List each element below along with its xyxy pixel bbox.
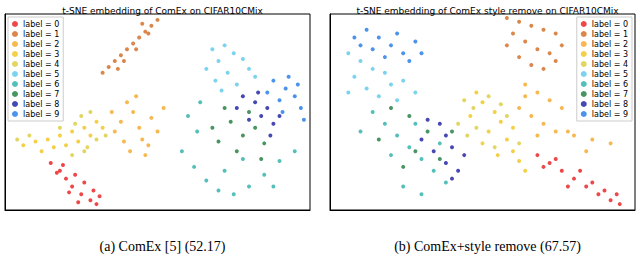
svg-text:(b) ComEx+style remove (67.57): (b) ComEx+style remove (67.57) [394,239,581,255]
svg-text:label = 8: label = 8 [23,100,59,109]
svg-text:label = 8: label = 8 [592,100,628,109]
svg-text:label = 1: label = 1 [592,30,628,39]
svg-text:label = 7: label = 7 [592,90,628,99]
svg-text:label = 1: label = 1 [23,30,59,39]
svg-text:(a) ComEx [5] (52.17): (a) ComEx [5] (52.17) [100,239,226,255]
svg-text:label = 2: label = 2 [23,40,59,49]
svg-text:label = 6: label = 6 [592,80,628,89]
svg-text:t-SNE embedding of ComEx on CI: t-SNE embedding of ComEx on CIFAR10CMix [62,6,263,16]
svg-text:label = 0: label = 0 [23,20,59,29]
svg-text:label = 9: label = 9 [23,110,59,119]
svg-text:label = 5: label = 5 [23,70,59,79]
svg-text:label = 0: label = 0 [592,20,628,29]
svg-text:label = 4: label = 4 [23,60,59,69]
svg-text:label = 6: label = 6 [23,80,59,89]
svg-text:label = 9: label = 9 [592,110,628,119]
svg-text:label = 4: label = 4 [592,60,628,69]
svg-text:label = 3: label = 3 [23,50,59,59]
svg-text:label = 3: label = 3 [592,50,628,59]
svg-text:t-SNE embedding of ComEx style: t-SNE embedding of ComEx style remove on… [356,6,619,16]
svg-text:label = 7: label = 7 [23,90,59,99]
svg-text:label = 2: label = 2 [592,40,628,49]
svg-text:label = 5: label = 5 [592,70,628,79]
